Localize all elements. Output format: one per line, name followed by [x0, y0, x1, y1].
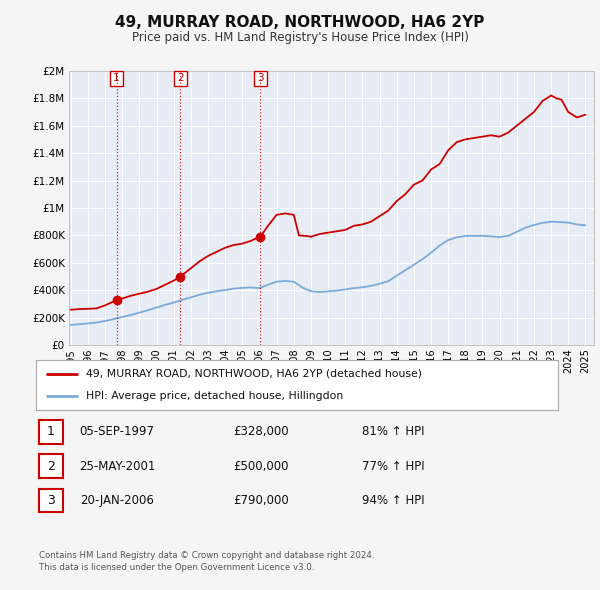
- Text: 49, MURRAY ROAD, NORTHWOOD, HA6 2YP: 49, MURRAY ROAD, NORTHWOOD, HA6 2YP: [115, 15, 485, 30]
- Text: 1: 1: [113, 74, 120, 83]
- Text: 77% ↑ HPI: 77% ↑ HPI: [362, 460, 424, 473]
- Text: 1: 1: [47, 425, 55, 438]
- Text: Contains HM Land Registry data © Crown copyright and database right 2024.
This d: Contains HM Land Registry data © Crown c…: [39, 551, 374, 572]
- Text: 05-SEP-1997: 05-SEP-1997: [79, 425, 155, 438]
- Text: 2: 2: [177, 74, 184, 83]
- Text: HPI: Average price, detached house, Hillingdon: HPI: Average price, detached house, Hill…: [86, 391, 343, 401]
- Text: £328,000: £328,000: [233, 425, 289, 438]
- Text: 25-MAY-2001: 25-MAY-2001: [79, 460, 155, 473]
- Text: £500,000: £500,000: [233, 460, 289, 473]
- Text: 3: 3: [257, 74, 263, 83]
- Text: 94% ↑ HPI: 94% ↑ HPI: [362, 494, 424, 507]
- Text: 81% ↑ HPI: 81% ↑ HPI: [362, 425, 424, 438]
- Text: 20-JAN-2006: 20-JAN-2006: [80, 494, 154, 507]
- Text: 2: 2: [47, 460, 55, 473]
- Text: 49, MURRAY ROAD, NORTHWOOD, HA6 2YP (detached house): 49, MURRAY ROAD, NORTHWOOD, HA6 2YP (det…: [86, 369, 422, 379]
- Text: Price paid vs. HM Land Registry's House Price Index (HPI): Price paid vs. HM Land Registry's House …: [131, 31, 469, 44]
- Text: 3: 3: [47, 494, 55, 507]
- Text: £790,000: £790,000: [233, 494, 289, 507]
